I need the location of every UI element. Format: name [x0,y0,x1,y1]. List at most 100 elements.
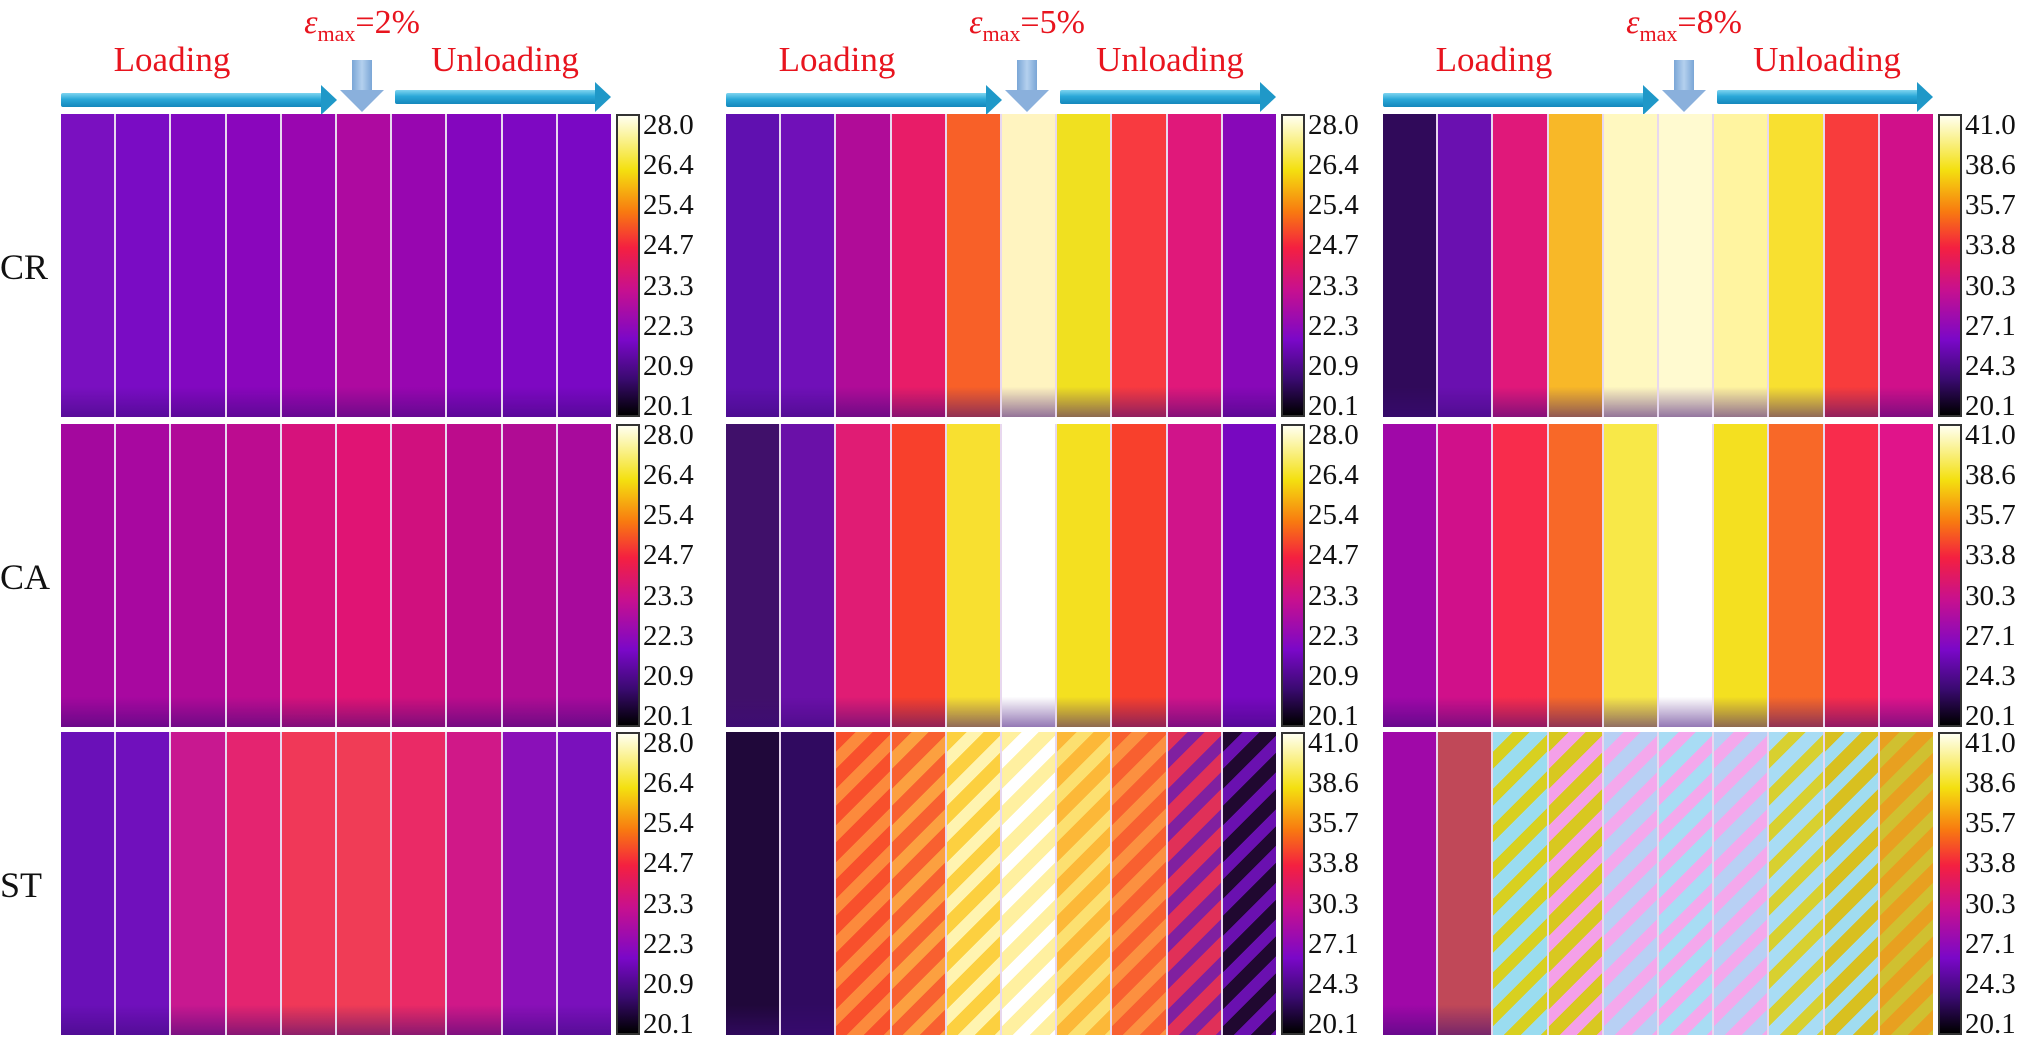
row-label-ca: CA [0,556,51,597]
colorbar-tick-label: 24.3 [1965,659,2016,692]
unloading-arrow-icon [395,82,611,112]
thermal-strip-2 [116,114,170,417]
thermal-strip-8 [447,114,501,417]
thermal-strip-4 [1548,114,1602,417]
thermal-map-st [61,732,612,1035]
strain-value: =5% [1020,4,1085,41]
thermal-strip-6 [1659,732,1713,1035]
thermal-strip-5 [281,424,336,727]
thermal-strip-10 [1879,114,1934,417]
colorbar-tick-label: 24.7 [643,847,694,880]
colorbar-tick-label: 22.3 [643,927,694,960]
thermal-strip-8 [1112,424,1166,727]
subscript-max: max [317,21,356,46]
thermal-strip-9 [1167,732,1221,1035]
colorbar-tick-label: 28.0 [1308,419,1359,451]
thermal-map-ca [726,424,1277,727]
colorbar-tick-label: 33.8 [1965,229,2016,262]
thermal-strip-3 [171,114,225,417]
thermal-strip-2 [781,424,835,727]
colorbar-tick-label: 33.8 [1308,847,1359,880]
strain-title: εmax=2% [304,4,420,47]
thermal-strip-1 [61,114,115,417]
colorbar-tick-label: 24.3 [1965,349,2016,382]
unloading-arrow-icon [1717,82,1933,112]
thermal-strip-10 [1222,732,1277,1035]
thermal-strip-8 [447,732,501,1035]
colorbar-tick-label: 38.6 [1965,149,2016,182]
colorbar-tick-label: 30.3 [1965,269,2016,302]
thermal-strip-5 [946,732,1001,1035]
thermal-strip-10 [1879,732,1934,1035]
thermal-strip-1 [61,732,115,1035]
thermal-strip-8 [1112,732,1166,1035]
thermal-strip-9 [502,732,556,1035]
colorbar-tick-label: 27.1 [1965,927,2016,960]
thermal-strip-10 [1222,114,1277,417]
subscript-max: max [1639,21,1678,46]
thermal-strip-9 [1824,114,1878,417]
colorbar-tick-label: 23.3 [643,269,694,302]
colorbar [616,732,640,1035]
thermal-strip-5 [1603,114,1658,417]
colorbar-tick-label: 33.8 [1965,539,2016,572]
thermal-strip-6 [1002,114,1056,417]
thermal-strip-7 [1714,424,1768,727]
strain-title: εmax=5% [969,4,1085,47]
colorbar-tick-label: 20.1 [1308,1008,1359,1040]
colorbar-tick-label: 33.8 [1965,847,2016,880]
strain-value: =8% [1677,4,1742,41]
unloading-arrow-icon [1060,82,1276,112]
thermal-map-st [1383,732,1934,1035]
thermal-strip-4 [226,424,280,727]
colorbar-tick-label: 20.9 [643,659,694,692]
colorbar-tick-label: 38.6 [1308,767,1359,800]
colorbar-tick-label: 24.7 [1308,229,1359,262]
peak-down-arrow-icon [1662,60,1706,112]
colorbar-tick-label: 38.6 [1965,767,2016,800]
thermal-strip-1 [1383,424,1437,727]
thermal-strip-8 [1769,732,1823,1035]
colorbar-tick-label: 28.0 [643,109,694,141]
colorbar [1938,114,1962,417]
thermal-strip-5 [946,114,1001,417]
strain-title: εmax=8% [1626,4,1742,47]
colorbar-tick-label: 20.1 [1308,700,1359,732]
thermal-strip-5 [1603,732,1658,1035]
colorbar-tick-label: 20.1 [643,700,694,732]
colorbar-tick-label: 20.9 [1308,349,1359,382]
thermal-strip-3 [1493,114,1547,417]
colorbar-tick-label: 22.3 [643,309,694,342]
thermal-strip-2 [781,732,835,1035]
colorbar-tick-label: 24.3 [1965,967,2016,1000]
colorbar-tick-label: 23.3 [643,887,694,920]
thermal-strip-10 [557,732,612,1035]
colorbar-tick-label: 41.0 [1308,727,1359,759]
epsilon-symbol: ε [969,4,983,41]
colorbar [616,424,640,727]
colorbar-tick-label: 30.3 [1965,579,2016,612]
thermal-strip-5 [281,114,336,417]
thermal-strip-6 [1659,114,1713,417]
thermal-strip-1 [726,424,780,727]
epsilon-symbol: ε [304,4,318,41]
colorbar-tick-label: 20.1 [1308,390,1359,422]
loading-label: Loading [1435,40,1553,79]
colorbar-tick-label: 25.4 [1308,189,1359,222]
loading-label: Loading [113,40,231,79]
peak-down-arrow-icon [1005,60,1049,112]
thermal-strip-4 [891,424,945,727]
colorbar-tick-label: 25.4 [643,499,694,532]
colorbar-tick-label: 25.4 [643,189,694,222]
peak-down-arrow-icon [340,60,384,112]
colorbar-tick-label: 27.1 [1965,309,2016,342]
thermal-strip-3 [836,424,890,727]
thermal-strip-4 [226,114,280,417]
thermal-strip-9 [1167,424,1221,727]
thermal-strip-5 [946,424,1001,727]
colorbar-tick-label: 20.9 [643,967,694,1000]
colorbar-tick-label: 35.7 [1308,807,1359,840]
thermal-strip-2 [781,114,835,417]
thermal-strip-7 [1057,732,1111,1035]
thermal-strip-1 [726,114,780,417]
